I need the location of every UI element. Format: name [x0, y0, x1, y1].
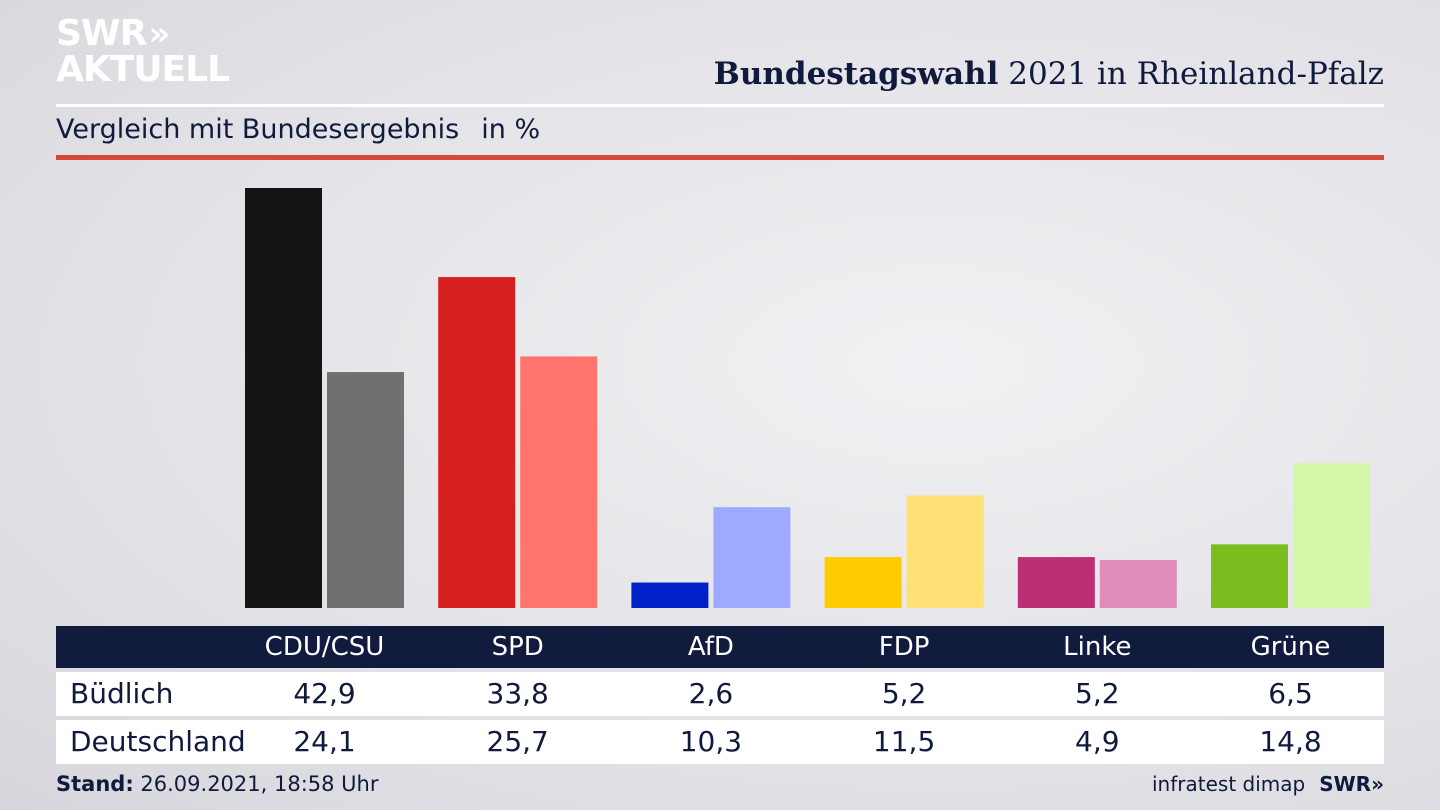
value-linke-deutschland: 4,9 [1075, 725, 1120, 758]
row-label-buedlich: Büdlich [70, 677, 174, 710]
timestamp: Stand: 26.09.2021, 18:58 Uhr [56, 772, 379, 796]
chart-subtitle: Vergleich mit Bundesergebnis in % [56, 114, 540, 145]
bar-gr-ne-b-dlich [1211, 544, 1288, 608]
value-afd-deutschland: 10,3 [679, 725, 743, 758]
bar-afd-b-dlich [631, 582, 709, 608]
value-spd-deutschland: 25,7 [486, 725, 549, 758]
table-row-deutschland: Deutschland 24,1 25,7 10,3 11,5 4,9 14,8 [56, 720, 1384, 764]
value-gr-ne-deutschland: 14,8 [1259, 725, 1322, 758]
column-header-linke: Linke [1063, 632, 1132, 662]
bar-cdu-csu-b-dlich [245, 188, 322, 608]
results-table: CDU/CSU SPD AfD FDP Linke Grüne Büdlich 42,9 3… [56, 626, 1384, 764]
bar-spd-deutschland [520, 356, 598, 608]
source-credit: infratest dimap SWR» [1152, 772, 1384, 796]
source-text: infratest dimap [1152, 772, 1306, 796]
bar-gr-ne-deutschland [1293, 463, 1370, 608]
header-divider [56, 104, 1384, 107]
table-header-row: CDU/CSU SPD AfD FDP Linke Grüne [56, 626, 1384, 668]
value-linke-b-dlich: 5,2 [1075, 677, 1120, 710]
value-fdp-deutschland: 11,5 [872, 725, 936, 758]
unit-label: in % [481, 114, 541, 145]
value-fdp-b-dlich: 5,2 [881, 677, 927, 710]
bar-spd-b-dlich [438, 277, 516, 608]
accent-divider [56, 155, 1384, 160]
value-gr-ne-b-dlich: 6,5 [1268, 677, 1313, 710]
stand-label: Stand: [56, 772, 134, 796]
bar-fdp-deutschland [906, 495, 984, 608]
bar-fdp-b-dlich [824, 557, 902, 608]
table-row-buedlich: Büdlich 42,9 33,8 2,6 5,2 5,2 6,5 [56, 672, 1384, 716]
column-header-fdp: FDP [878, 632, 930, 662]
bar-cdu-csu-deutschland [327, 372, 404, 608]
bar-linke-b-dlich [1017, 557, 1095, 608]
column-header-gr-ne: Grüne [1250, 632, 1331, 662]
logo-aktuell-text: AKTUELL [56, 49, 230, 90]
bar-chart [245, 188, 1370, 608]
column-header-afd: AfD [687, 632, 734, 662]
column-header-spd: SPD [491, 632, 544, 662]
swr-brand-logo: SWR» [1319, 772, 1384, 796]
value-cdu-csu-b-dlich: 42,9 [293, 677, 356, 710]
swr-aktuell-logo: SWR » AKTUELL [56, 13, 230, 90]
value-cdu-csu-deutschland: 24,1 [293, 725, 356, 758]
title-rest: 2021 in Rheinland-Pfalz [998, 56, 1384, 92]
logo-swr-text: SWR [56, 13, 147, 54]
page-title: Bundestagswahl 2021 in Rheinland-Pfalz [714, 56, 1384, 92]
column-header-cdu-csu: CDU/CSU [264, 632, 385, 662]
stand-value: 26.09.2021, 18:58 Uhr [133, 772, 379, 796]
value-afd-b-dlich: 2,6 [688, 677, 734, 710]
value-spd-b-dlich: 33,8 [486, 677, 549, 710]
bar-afd-deutschland [713, 507, 791, 608]
bar-linke-deutschland [1099, 560, 1177, 608]
row-label-deutschland: Deutschland [70, 725, 246, 758]
subtitle-text: Vergleich mit Bundesergebnis [56, 114, 460, 145]
title-bold: Bundestagswahl [713, 56, 999, 92]
